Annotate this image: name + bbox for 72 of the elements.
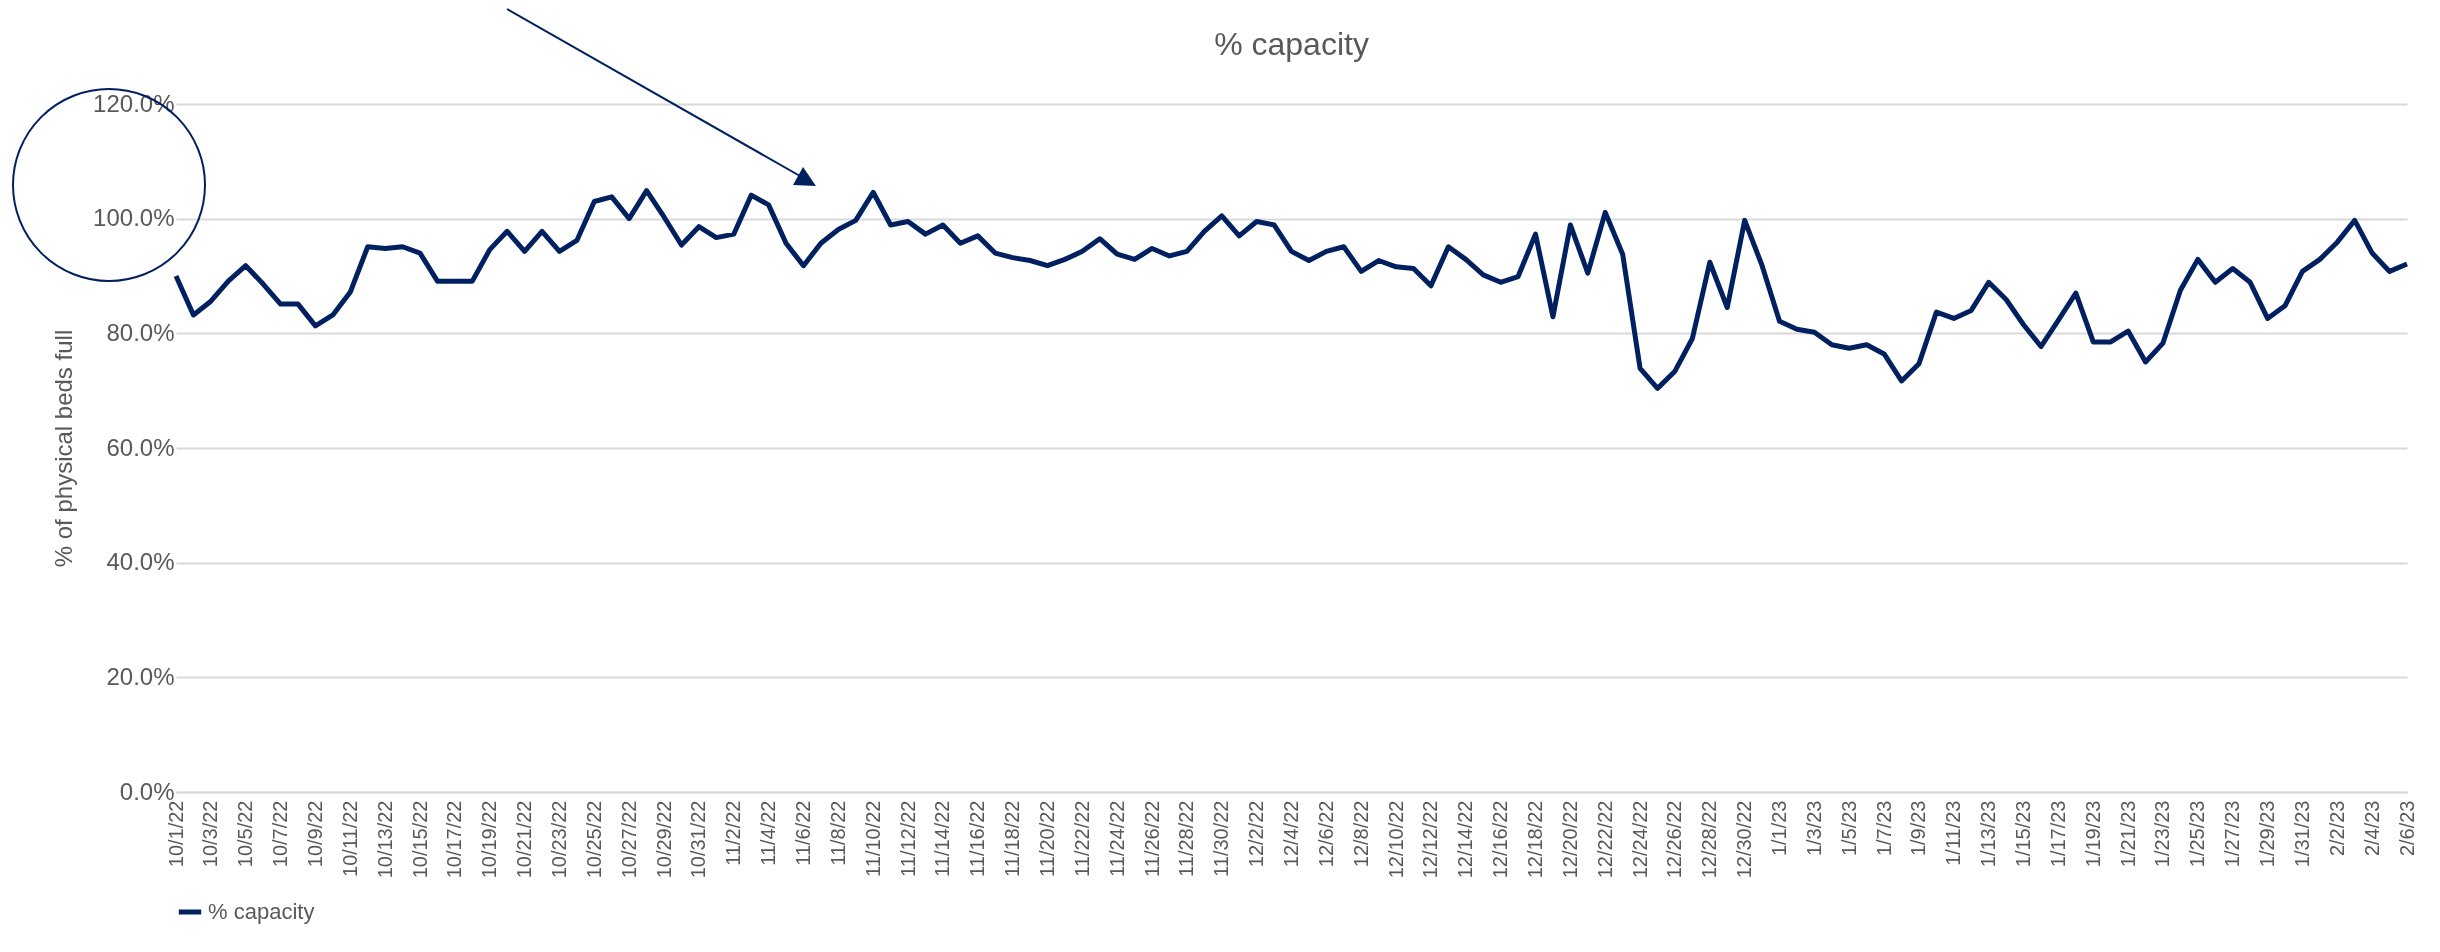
x-tick-label: 1/21/23 — [2116, 800, 2139, 868]
x-tick-label: 12/16/22 — [1489, 800, 1512, 879]
x-tick-label: 2/4/23 — [2360, 800, 2383, 857]
x-tick-label: 11/26/22 — [1140, 800, 1163, 877]
x-tick-label: 10/3/22 — [199, 800, 222, 868]
x-tick-label: 12/18/22 — [1524, 800, 1547, 879]
x-tick-label: 1/19/23 — [2081, 800, 2104, 868]
x-tick-label: 11/14/22 — [931, 800, 954, 877]
x-tick-label: 10/5/22 — [234, 800, 257, 868]
x-tick-label: 11/16/22 — [966, 800, 989, 877]
x-tick-label: 11/24/22 — [1105, 800, 1128, 877]
chart-title: % capacity — [1214, 26, 1369, 62]
x-tick-label: 1/31/23 — [2290, 800, 2313, 868]
x-tick-label: 12/8/22 — [1349, 800, 1372, 868]
x-tick-label: 11/2/22 — [722, 800, 745, 866]
x-tick-label: 10/23/22 — [547, 800, 570, 879]
x-tick-label: 11/6/22 — [791, 800, 814, 866]
x-tick-label: 10/15/22 — [408, 800, 431, 879]
x-tick-label: 12/2/22 — [1245, 800, 1268, 868]
x-tick-label: 1/1/23 — [1768, 800, 1791, 857]
y-tick-label: 60.0% — [106, 433, 175, 461]
x-tick-label: 11/18/22 — [1001, 800, 1024, 877]
x-tick-label: 1/15/23 — [2012, 800, 2035, 868]
x-tick-label: 12/12/22 — [1419, 800, 1442, 879]
y-tick-label: 40.0% — [106, 548, 175, 576]
x-tick-label: 10/31/22 — [687, 800, 710, 879]
x-tick-label: 12/20/22 — [1558, 800, 1581, 879]
x-tick-label: 10/7/22 — [269, 800, 292, 868]
x-tick-label: 11/10/22 — [861, 800, 884, 877]
x-tick-label: 1/17/23 — [2046, 800, 2069, 868]
x-tick-label: 12/28/22 — [1698, 800, 1721, 879]
legend-label: % capacity — [208, 899, 315, 924]
x-tick-label: 11/12/22 — [896, 800, 919, 877]
x-tick-label: 11/8/22 — [826, 800, 849, 866]
x-tick-label: 1/25/23 — [2186, 800, 2209, 868]
y-axis-title: % of physical beds full — [50, 329, 78, 568]
x-tick-label: 1/5/23 — [1837, 800, 1860, 857]
x-tick-label: 10/29/22 — [652, 800, 675, 879]
x-tick-label: 11/30/22 — [1210, 800, 1233, 877]
x-tick-label: 12/4/22 — [1280, 800, 1302, 868]
x-tick-label: 1/29/23 — [2256, 800, 2279, 868]
x-tick-label: 10/13/22 — [373, 800, 396, 879]
x-tick-label: 1/11/23 — [1942, 800, 1965, 866]
x-tick-label: 1/23/23 — [2151, 800, 2174, 868]
x-tick-label: 12/22/22 — [1593, 800, 1616, 879]
x-tick-label: 1/27/23 — [2221, 800, 2244, 868]
x-tick-label: 11/20/22 — [1035, 800, 1058, 877]
x-tick-label: 11/22/22 — [1070, 800, 1093, 877]
x-tick-label: 10/17/22 — [443, 800, 466, 879]
x-tick-label: 10/21/22 — [513, 800, 536, 879]
x-tick-label: 10/27/22 — [617, 800, 640, 879]
y-tick-label: 100.0% — [93, 204, 175, 232]
x-tick-label: 12/26/22 — [1663, 800, 1686, 879]
x-tick-label: 1/3/23 — [1802, 800, 1825, 857]
x-tick-label: 12/14/22 — [1454, 800, 1477, 879]
x-tick-label: 11/28/22 — [1175, 800, 1198, 877]
x-tick-label: 1/9/23 — [1907, 800, 1930, 857]
x-tick-label: 12/24/22 — [1628, 800, 1651, 879]
x-tick-label: 2/6/23 — [2395, 800, 2418, 857]
x-tick-label: 11/4/22 — [757, 800, 780, 866]
x-tick-label: 1/13/23 — [1977, 800, 2000, 868]
y-tick-label: 20.0% — [106, 662, 175, 690]
x-tick-label: 12/30/22 — [1733, 800, 1756, 879]
x-tick-label: 1/7/23 — [1872, 800, 1895, 857]
x-tick-label: 12/10/22 — [1384, 800, 1407, 879]
x-tick-label: 10/25/22 — [582, 800, 605, 879]
y-tick-label: 80.0% — [106, 318, 175, 346]
x-tick-label: 12/6/22 — [1314, 800, 1337, 868]
x-tick-label: 10/9/22 — [303, 800, 326, 868]
x-tick-label: 10/11/22 — [338, 800, 361, 877]
x-tick-label: 2/2/23 — [2325, 800, 2348, 857]
x-tick-label: 10/19/22 — [478, 800, 501, 879]
